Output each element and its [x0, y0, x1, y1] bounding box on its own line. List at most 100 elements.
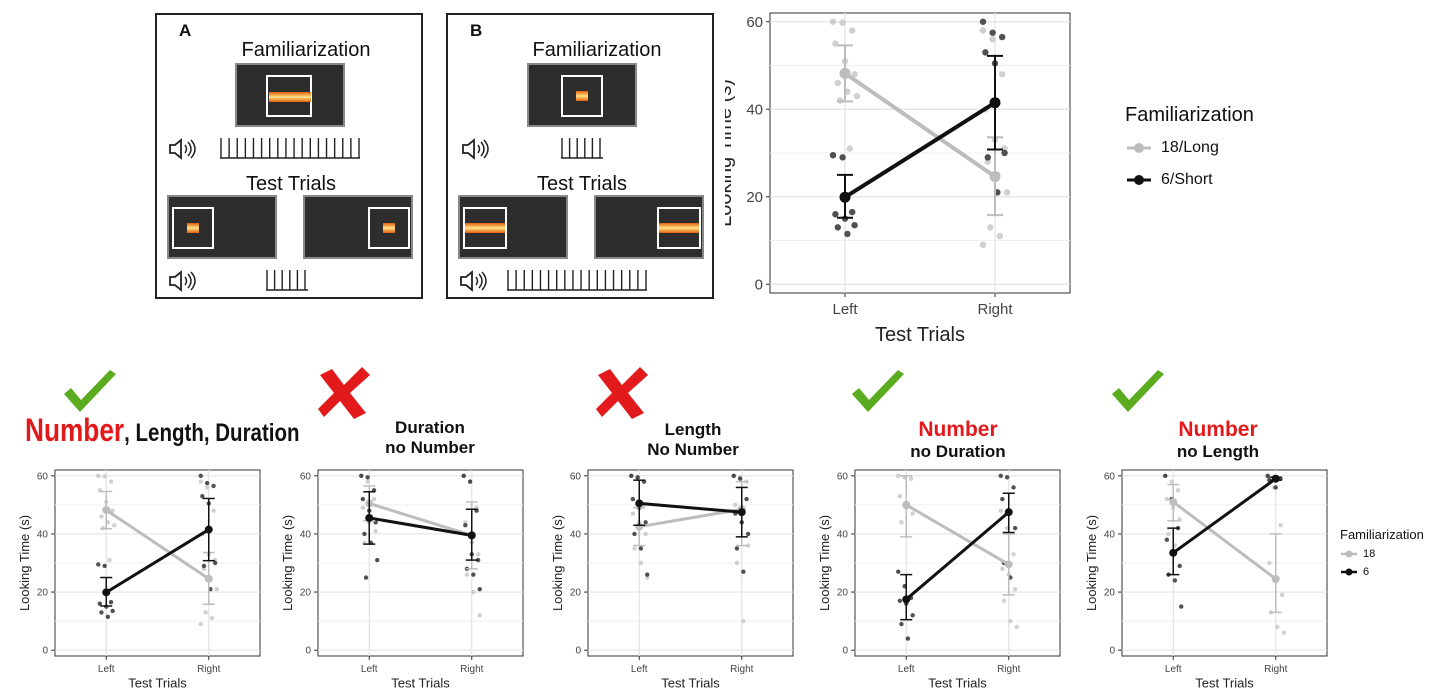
chart2-heading-line1: Duration: [395, 418, 465, 437]
data-point: [1014, 624, 1019, 630]
x-axis-label: Test Trials: [391, 676, 450, 691]
x-axis-label: Test Trials: [1195, 676, 1254, 691]
data-point: [910, 511, 915, 516]
chart3-heading-line2: No Number: [647, 440, 739, 459]
data-point: [979, 241, 987, 249]
y-tick-label: 60: [570, 471, 582, 482]
data-point: [477, 586, 482, 592]
chart2-heading-line2: no Number: [385, 438, 475, 457]
test-screen-left: [167, 195, 277, 259]
y-tick-label: 40: [37, 529, 49, 540]
data-point: [643, 531, 648, 537]
data-point: [741, 618, 746, 624]
tone-sequence-long: [219, 136, 361, 165]
data-point: [896, 569, 901, 574]
stimulus-frame: [172, 207, 214, 249]
chart5-heading: Number no Length: [1143, 418, 1293, 462]
data-point: [741, 569, 746, 574]
mean-point: [467, 531, 476, 540]
mean-point: [1271, 574, 1280, 583]
legend-swatch-short: [1127, 175, 1151, 185]
data-point: [375, 557, 380, 563]
data-point: [908, 476, 914, 481]
long-stimulus-bar: [269, 92, 311, 102]
data-point: [851, 221, 858, 229]
data-point: [910, 613, 915, 618]
data-point: [204, 480, 210, 486]
y-tick-label: 0: [42, 646, 48, 657]
data-point: [632, 531, 637, 537]
mean-point: [1004, 508, 1013, 517]
x-tick-label: Left: [832, 301, 858, 318]
main-chart: 0 20 40 60 Left Right Test Trials Looking Time …: [725, 12, 1071, 346]
chart2-heading: Duration no Number: [355, 418, 505, 458]
series-line: [1172, 477, 1277, 555]
y-tick-label: 60: [1104, 471, 1116, 482]
mean-point: [365, 513, 374, 522]
data-point: [1008, 618, 1013, 624]
data-point: [999, 33, 1006, 41]
y-tick-label: 0: [755, 277, 763, 294]
speaker-icon: [460, 137, 490, 166]
mean-point: [204, 574, 213, 583]
data-point: [1177, 563, 1182, 569]
series-line: [843, 100, 997, 199]
data-point: [360, 496, 366, 502]
x-tick-label: Right: [460, 664, 484, 675]
data-point: [198, 479, 203, 484]
legend-swatch-6: [1341, 568, 1357, 576]
chart-number-no-length: 0 20 40 60 Left Right Test Trials Looking Time …: [1084, 469, 1328, 691]
chart5-heading-line2: no Length: [1176, 442, 1260, 461]
x-tick-label: Left: [1165, 664, 1182, 675]
data-point: [211, 483, 216, 489]
chart4-heading-line1: Number: [918, 418, 998, 441]
speaker-icon: [167, 137, 197, 166]
data-point: [896, 473, 901, 479]
data-point: [905, 636, 911, 641]
chart4-heading-line2: no Duration: [910, 442, 1006, 461]
data-point: [1012, 586, 1018, 592]
panel-a: A Familiarization Test Trials: [155, 13, 423, 299]
data-point: [645, 572, 650, 577]
chart5-heading-line1: Number: [1178, 418, 1258, 441]
stimulus-frame: [463, 207, 507, 249]
data-point: [365, 479, 370, 484]
panel-a-test-trials-title: Test Trials: [245, 173, 337, 195]
y-axis-label: Looking Time (s): [550, 515, 565, 611]
y-tick-label: 40: [746, 102, 763, 119]
y-tick-label: 60: [37, 471, 49, 482]
series-line: [905, 510, 1010, 601]
data-point: [979, 27, 987, 34]
data-point: [1000, 566, 1005, 572]
data-point: [834, 224, 841, 231]
data-point: [203, 610, 208, 615]
x-tick-label: Right: [977, 301, 1013, 318]
data-point: [1172, 578, 1178, 583]
data-point: [1004, 475, 1010, 480]
data-point: [1163, 473, 1168, 479]
data-point: [996, 232, 1003, 240]
x-tick-label: Right: [997, 664, 1021, 675]
data-point: [1000, 496, 1005, 502]
legend-swatch-18: [1341, 550, 1357, 558]
legend-label-short: 6/Short: [1161, 171, 1213, 188]
short-stimulus-bar: [576, 91, 588, 101]
check-icon: [64, 370, 116, 412]
data-point: [373, 528, 378, 534]
data-point: [108, 479, 114, 484]
data-point: [832, 40, 839, 47]
data-point: [200, 493, 205, 499]
data-point: [849, 208, 856, 216]
data-point: [1011, 552, 1016, 557]
data-point: [643, 520, 648, 525]
legend-label-6: 6: [1363, 566, 1370, 578]
data-point: [107, 557, 112, 563]
heading-number: Number: [25, 412, 125, 448]
data-point: [471, 572, 476, 577]
y-tick-label: 0: [305, 646, 311, 657]
y-axis-label: Looking Time (s): [817, 515, 832, 611]
data-point: [897, 493, 903, 499]
data-point: [471, 589, 476, 595]
data-point: [1001, 149, 1008, 157]
data-point: [630, 496, 636, 502]
